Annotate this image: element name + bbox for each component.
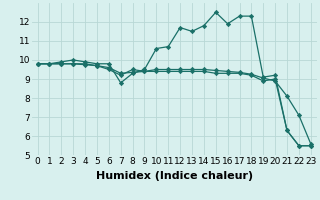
X-axis label: Humidex (Indice chaleur): Humidex (Indice chaleur): [96, 171, 253, 181]
